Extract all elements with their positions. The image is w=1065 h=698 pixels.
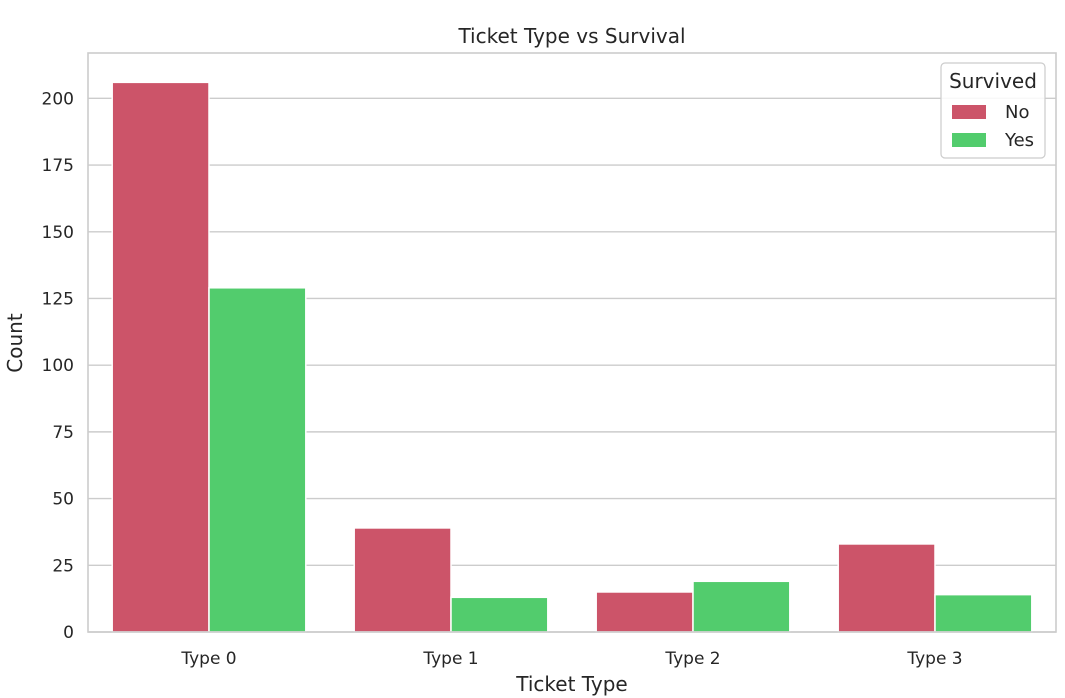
y-tick-label: 200 [42, 89, 74, 109]
bar-yes-type-2 [692, 580, 791, 633]
legend-swatch-no [952, 105, 986, 119]
y-tick-label: 75 [52, 423, 74, 443]
y-tick-label: 100 [42, 356, 74, 376]
legend-items: No Yes [952, 102, 1034, 151]
x-tick-label: Type 0 [180, 649, 236, 669]
bar-no-type-3 [837, 543, 936, 633]
y-tick-label: 25 [52, 556, 74, 576]
x-axis-label: Ticket Type [515, 672, 627, 696]
bar-yes-type-1 [450, 596, 549, 633]
y-tick-label: 175 [42, 156, 74, 176]
bar-no-type-0 [111, 81, 210, 633]
legend-swatch-yes [952, 133, 986, 147]
y-tick-label: 150 [42, 223, 74, 243]
chart-title: Ticket Type vs Survival [457, 24, 685, 48]
y-tick-label: 0 [63, 623, 74, 643]
bar-no-type-1 [353, 527, 452, 633]
legend-title: Survived [949, 69, 1037, 93]
bar-no-type-2 [595, 591, 694, 633]
y-axis-label: Count [3, 313, 27, 373]
x-axis-ticks: Type 0 Type 1 Type 2 Type 3 [180, 649, 962, 669]
y-tick-label: 125 [42, 289, 74, 309]
legend: Survived No Yes [940, 62, 1046, 159]
x-tick-label: Type 1 [422, 649, 478, 669]
bar-yes-type-3 [934, 593, 1033, 633]
bars [111, 81, 1033, 633]
x-tick-label: Type 2 [664, 649, 720, 669]
y-axis-ticks: 0 25 50 75 100 125 150 175 200 [42, 89, 74, 643]
legend-label-yes: Yes [1004, 130, 1034, 151]
plot-frame [87, 52, 1057, 633]
x-tick-label: Type 3 [906, 649, 962, 669]
y-tick-label: 50 [52, 490, 74, 510]
legend-label-no: No [1005, 102, 1029, 123]
bar-yes-type-0 [208, 287, 307, 633]
